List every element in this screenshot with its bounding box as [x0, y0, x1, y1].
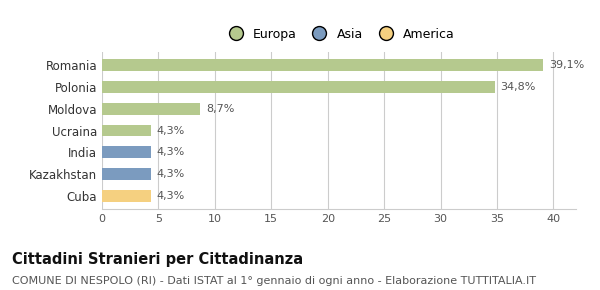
- Bar: [102, 146, 151, 158]
- Text: 4,3%: 4,3%: [156, 126, 184, 135]
- Text: 39,1%: 39,1%: [549, 60, 584, 70]
- Bar: [102, 59, 543, 71]
- Bar: [102, 168, 151, 180]
- Legend: Europa, Asia, America: Europa, Asia, America: [220, 24, 458, 44]
- Bar: [102, 103, 200, 115]
- Text: 4,3%: 4,3%: [156, 169, 184, 179]
- Bar: [102, 124, 151, 137]
- Text: Cittadini Stranieri per Cittadinanza: Cittadini Stranieri per Cittadinanza: [12, 252, 303, 267]
- Text: 4,3%: 4,3%: [156, 191, 184, 201]
- Bar: [102, 81, 495, 93]
- Text: 4,3%: 4,3%: [156, 147, 184, 157]
- Bar: [102, 190, 151, 202]
- Text: 8,7%: 8,7%: [206, 104, 234, 114]
- Text: 34,8%: 34,8%: [500, 82, 536, 92]
- Text: COMUNE DI NESPOLO (RI) - Dati ISTAT al 1° gennaio di ogni anno - Elaborazione TU: COMUNE DI NESPOLO (RI) - Dati ISTAT al 1…: [12, 276, 536, 285]
